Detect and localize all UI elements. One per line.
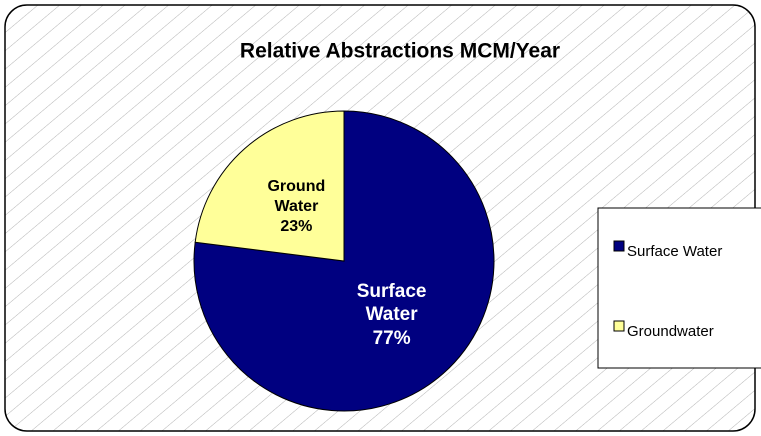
- slice-value: 23%: [280, 217, 313, 235]
- slice-label: Surface Water 77%: [347, 280, 437, 351]
- pie-slice: [193, 110, 495, 412]
- legend-label: Groundwater: [627, 323, 714, 340]
- slice-name: Ground Water: [267, 177, 326, 215]
- slice-label: Ground Water 23%: [256, 177, 336, 237]
- slice-value: 77%: [372, 328, 411, 349]
- pie-slice: [194, 110, 345, 262]
- legend-box: [597, 207, 761, 369]
- slice-name: Surface Water: [356, 280, 427, 326]
- legend-label: Surface Water: [627, 243, 722, 260]
- legend-swatch: [613, 240, 625, 252]
- legend-swatch: [613, 320, 625, 332]
- chart-title: Relative Abstractions MCM/Year: [240, 40, 560, 63]
